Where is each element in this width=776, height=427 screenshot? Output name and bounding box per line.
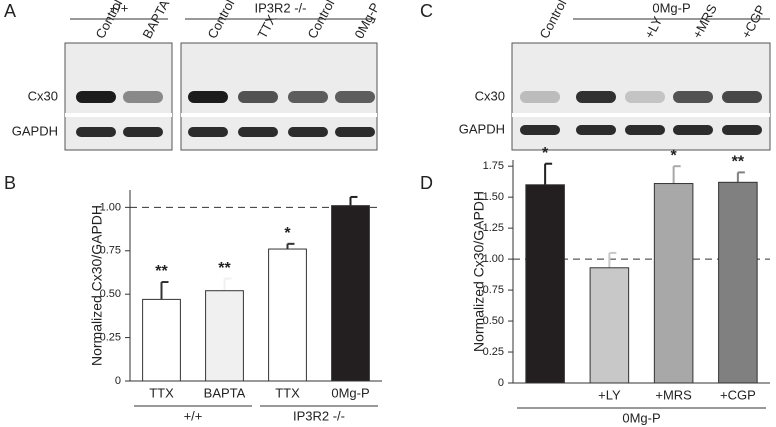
band	[673, 125, 713, 135]
y-tick-label: 1.50	[483, 191, 504, 203]
row-label: GAPDH	[12, 123, 58, 138]
x-tick-label: TTX	[275, 385, 300, 400]
y-tick-label: 0.25	[100, 331, 121, 343]
y-tick-label: 0.25	[483, 346, 504, 358]
lane-label: +CGP	[738, 2, 768, 41]
band	[335, 127, 375, 137]
lane-label: Control	[536, 0, 569, 41]
x-tick-label: TTX	[149, 385, 174, 400]
y-tick-label: 0.50	[483, 315, 504, 327]
band	[238, 127, 278, 137]
lane-label: +LY	[641, 14, 665, 41]
band	[576, 91, 616, 103]
bar	[142, 298, 181, 382]
band	[335, 91, 375, 103]
band	[288, 91, 328, 103]
x-tick-label: +LY	[598, 387, 621, 402]
band	[188, 127, 228, 137]
significance: **	[218, 260, 231, 277]
band	[520, 125, 560, 135]
significance: *	[284, 225, 291, 242]
x-tick-label: +CGP	[720, 387, 756, 402]
band	[188, 91, 228, 103]
bar	[331, 205, 370, 382]
bar	[589, 267, 630, 384]
panel-letter: B	[4, 173, 16, 193]
lane-label: +MRS	[689, 1, 720, 41]
group-label: +/+	[184, 408, 203, 423]
y-axis-label: Normalized Cx30/GAPDH	[471, 191, 487, 352]
significance: **	[155, 263, 168, 280]
panel-letter: C	[420, 1, 433, 21]
y-axis-label: Normalized Cx30/GAPDH	[89, 205, 105, 366]
row-label: Cx30	[475, 88, 505, 103]
y-tick-label: 0	[115, 375, 121, 387]
group-label: +/+	[110, 0, 129, 15]
y-tick-label: 0	[498, 377, 504, 389]
y-tick-label: 1.00	[100, 201, 121, 213]
bar	[525, 184, 565, 384]
y-tick-label: 1.25	[483, 222, 504, 234]
band	[625, 91, 665, 103]
x-tick-label: +MRS	[655, 387, 692, 402]
group-label: IP3R2 -/-	[254, 0, 306, 15]
significance: *	[542, 145, 549, 162]
band	[625, 125, 665, 135]
panel-letter: A	[4, 1, 16, 21]
bar	[205, 290, 244, 382]
group-label: 0Mg-P	[652, 0, 690, 15]
row-label: GAPDH	[459, 121, 505, 136]
bar	[268, 248, 307, 382]
lane-label: Control	[204, 0, 237, 41]
band	[520, 91, 560, 103]
lane-label: 0Mg-P	[351, 0, 382, 41]
y-tick-label: 1.00	[483, 253, 504, 265]
bar	[718, 181, 758, 384]
x-tick-label: BAPTA	[204, 385, 246, 400]
significance: **	[732, 154, 745, 171]
panel-letter: D	[420, 173, 433, 193]
band	[576, 125, 616, 135]
band	[123, 127, 163, 137]
band	[722, 91, 762, 103]
band	[76, 91, 116, 103]
band	[722, 125, 762, 135]
lane-label: Control	[304, 0, 337, 41]
lane-label: BAPTA	[139, 0, 172, 41]
y-tick-label: 0.75	[100, 245, 121, 257]
y-tick-label: 1.75	[483, 160, 504, 172]
band	[76, 127, 116, 137]
band	[673, 91, 713, 103]
group-label: 0Mg-P	[622, 410, 660, 425]
group-label: IP3R2 -/-	[293, 408, 345, 423]
band	[123, 91, 163, 103]
significance: *	[671, 147, 678, 164]
band	[238, 91, 278, 103]
y-tick-label: 0.50	[100, 288, 121, 300]
lane-label: TTX	[254, 12, 279, 41]
band	[288, 127, 328, 137]
x-tick-label: 0Mg-P	[331, 385, 369, 400]
y-tick-label: 0.75	[483, 284, 504, 296]
row-label: Cx30	[28, 88, 58, 103]
bar	[653, 183, 694, 384]
